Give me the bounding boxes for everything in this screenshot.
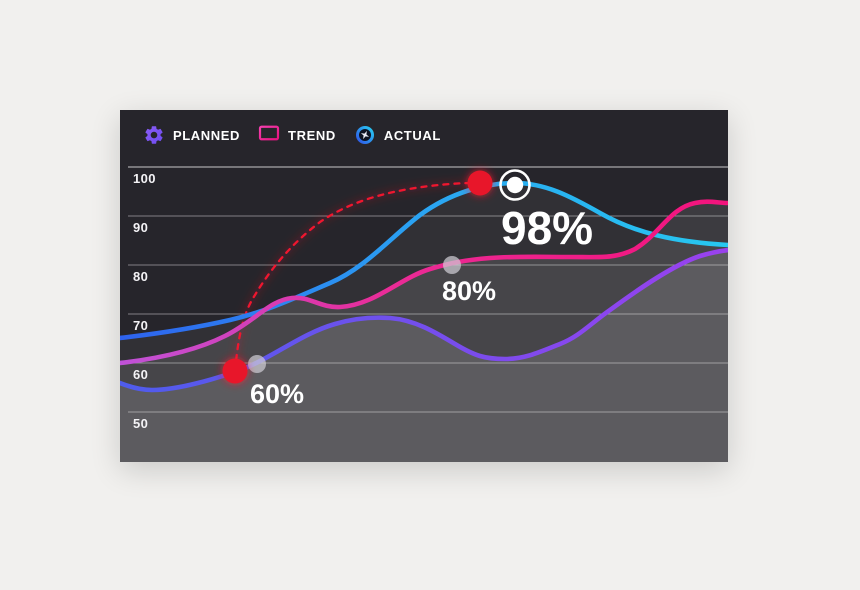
ytick-50: 50 xyxy=(133,416,148,431)
white-dot xyxy=(506,176,524,194)
trend-gray-dot[interactable] xyxy=(443,256,461,274)
ytick-80: 80 xyxy=(133,269,148,284)
annotation-80: 80% xyxy=(442,276,496,306)
red-dot-start[interactable] xyxy=(222,358,248,384)
planned-area xyxy=(120,250,728,462)
annotation-98: 98% xyxy=(501,202,593,254)
legend-item-trend[interactable]: TREND xyxy=(258,124,336,146)
planned-gray-dot[interactable] xyxy=(248,355,266,373)
ytick-100: 100 xyxy=(133,171,156,186)
projection-dashed-line xyxy=(233,181,482,373)
line-chart: 100 90 80 70 60 50 xyxy=(120,166,728,462)
area-fills xyxy=(120,183,728,462)
chart-legend: PLANNED TREND xyxy=(120,110,728,160)
legend-label-planned: PLANNED xyxy=(173,127,241,143)
ytick-60: 60 xyxy=(133,367,148,382)
trend-monitor-icon xyxy=(258,125,280,144)
legend-item-actual[interactable]: ACTUAL xyxy=(354,124,441,146)
legend-item-planned[interactable]: PLANNED xyxy=(143,124,240,146)
red-dot-end[interactable] xyxy=(467,170,493,196)
legend-label-actual: ACTUAL xyxy=(383,127,441,143)
ytick-70: 70 xyxy=(133,318,148,333)
actual-target-icon xyxy=(355,125,374,145)
actual-line xyxy=(120,180,728,341)
trend-area xyxy=(120,201,728,462)
annotation-labels: 98% 80% 60% xyxy=(250,202,593,409)
chart-panel: PLANNED TREND xyxy=(120,110,728,462)
gridlines xyxy=(128,166,728,413)
ytick-90: 90 xyxy=(133,220,148,235)
legend-label-trend: TREND xyxy=(288,127,336,143)
planned-line xyxy=(120,247,728,393)
annotation-60: 60% xyxy=(250,379,304,409)
white-ring-marker[interactable] xyxy=(499,169,531,201)
y-axis-labels: 100 90 80 70 60 50 xyxy=(133,171,156,431)
white-ring xyxy=(499,169,531,201)
settings-gear-icon xyxy=(145,126,163,144)
markers xyxy=(222,169,531,384)
actual-area xyxy=(120,183,728,462)
